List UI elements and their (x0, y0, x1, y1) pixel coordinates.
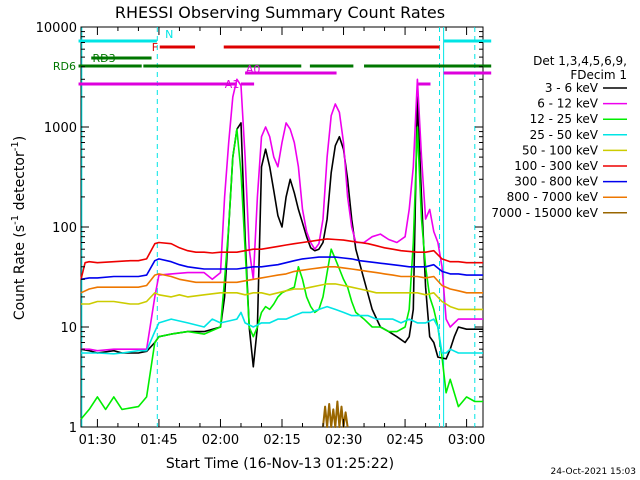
legend: Det 1,3,4,5,6,9, FDecim 1 3 - 6 keV 6 - 1… (491, 54, 627, 220)
chart-title: RHESSI Observing Summary Count Rates (115, 3, 445, 22)
flag-label-n: N (165, 28, 173, 41)
x-tick-label: 02:30 (325, 433, 362, 448)
legend-label: 3 - 6 keV (545, 81, 599, 95)
x-tick-label: 02:15 (263, 433, 300, 448)
legend-header-line2: FDecim 1 (570, 68, 627, 82)
boundary-lines (81, 27, 476, 427)
y-axis-label: Count Rate (s-1 detector-1) (10, 136, 28, 320)
flag-label-rd6: RD6 (53, 60, 76, 73)
y-tick-label: 10 (60, 321, 77, 336)
legend-label: 25 - 50 keV (530, 128, 599, 142)
legend-label: 800 - 7000 keV (507, 190, 599, 204)
series-line-7 (80, 265, 483, 294)
flag-label-rd3: RD3 (92, 52, 115, 65)
x-axis-label: Start Time (16-Nov-13 01:25:22) (166, 456, 394, 472)
legend-label: 100 - 300 keV (514, 159, 598, 173)
series-line-3 (81, 305, 483, 355)
series-line-5 (80, 238, 483, 280)
y-tick-label: 1000 (44, 121, 77, 136)
legend-label: 50 - 100 keV (522, 143, 599, 157)
flag-label-f: F (152, 41, 158, 54)
x-tick-label: 03:00 (448, 433, 485, 448)
y-tick-label: 100 (52, 221, 77, 236)
x-tick-label: 01:45 (140, 433, 177, 448)
footer-date: 24-Oct-2021 15:03 (551, 467, 636, 477)
flag-label-a0: A0 (246, 63, 261, 76)
series-line-4 (81, 283, 483, 311)
legend-label: 12 - 25 keV (530, 112, 599, 126)
legend-header-line1: Det 1,3,4,5,6,9, (533, 54, 627, 68)
x-tick-label: 01:30 (79, 433, 116, 448)
series-line-1 (81, 78, 483, 352)
legend-label: 300 - 800 keV (514, 175, 598, 189)
x-tick-label: 02:00 (202, 433, 239, 448)
legend-label: 6 - 12 keV (537, 97, 599, 111)
series-line-0 (80, 96, 483, 368)
legend-label: 7000 - 15000 keV (491, 206, 598, 220)
y-tick-label: 1 (69, 421, 77, 436)
axis-ticks: 1 10 100 1000 10000 01:30 01:45 02:00 02:15 02:30… (36, 21, 486, 448)
series-line-6 (80, 256, 483, 281)
x-tick-label: 02:45 (386, 433, 423, 448)
y-tick-label: 10000 (36, 21, 77, 36)
series-group (80, 78, 483, 428)
